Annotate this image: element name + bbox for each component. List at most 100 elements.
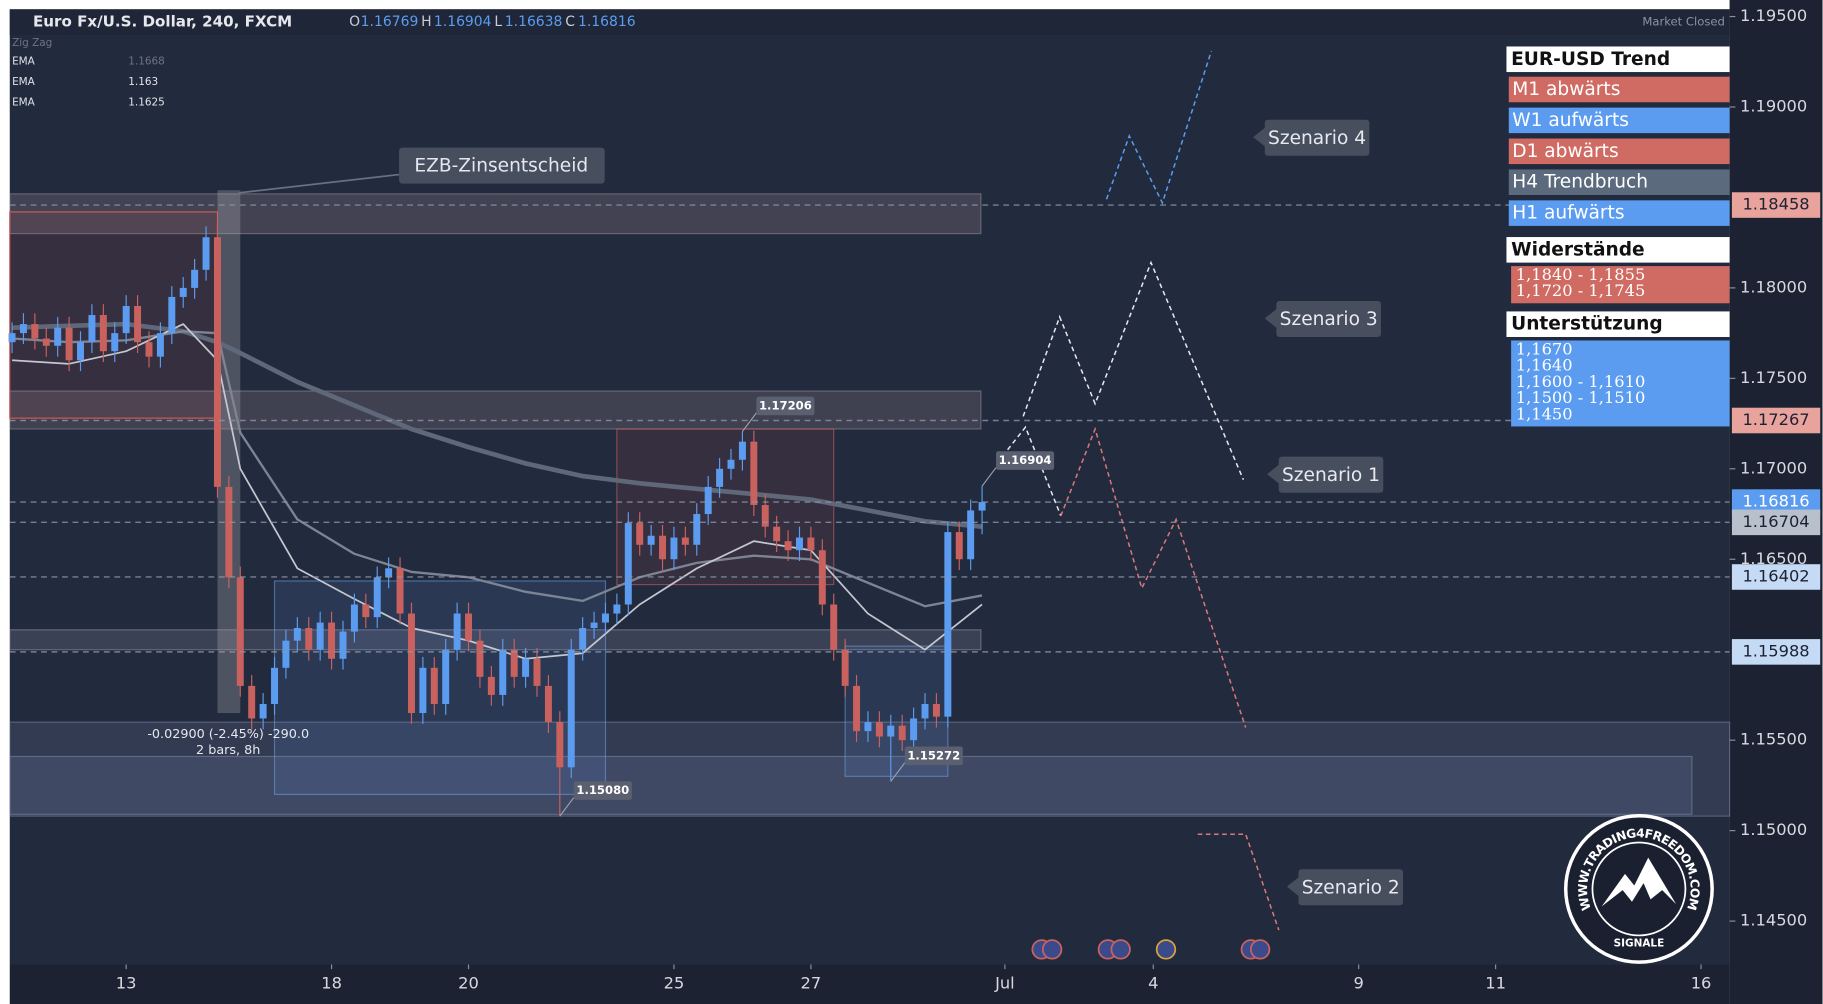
support-level: 1,1500 - 1,1510: [1516, 388, 1646, 407]
x-tick-label: 16: [1691, 974, 1712, 993]
scenario-box: [1286, 869, 1404, 906]
price-label-box: [756, 396, 815, 416]
price-label: 1.17206: [759, 398, 812, 412]
candle-body: [853, 685, 861, 732]
x-tick-label: 27: [801, 974, 822, 993]
candle-body: [202, 237, 210, 270]
support-level: 1,1640: [1516, 356, 1573, 375]
scenario-path: [1105, 50, 1213, 205]
legend-name: EMA: [12, 56, 36, 68]
candle-body: [636, 523, 644, 545]
support-level: 1,1670: [1516, 339, 1573, 358]
support-level: 1,1600 - 1,1610: [1516, 372, 1646, 391]
y-tick-label: 1.16500: [1740, 549, 1807, 568]
candle-body: [19, 324, 27, 334]
ohlc-value: 1.16769: [361, 14, 419, 30]
x-tick-label: 4: [1148, 974, 1158, 993]
price-label: 1.15080: [576, 783, 629, 797]
ohlc-letter: O: [349, 14, 360, 30]
candle-body: [613, 604, 621, 614]
panel-header: Unterstützung: [1511, 314, 1663, 335]
series: 1.19500 1.19000 1.18000 1.17500 1.17000 1.165…: [8, 6, 1821, 993]
candle-body: [168, 296, 176, 334]
y-tick-label: 1.17000: [1740, 458, 1807, 477]
candle-body: [293, 628, 301, 641]
candle-body: [807, 537, 815, 551]
event-icon: [1155, 939, 1177, 960]
legend-name: EMA: [12, 96, 36, 108]
trend-row-box: [1508, 107, 1730, 134]
candle-body: [830, 604, 838, 650]
ohlc-letter: L: [494, 14, 502, 30]
candle-body: [339, 631, 347, 659]
y-tick-label: 1.17500: [1740, 368, 1807, 387]
candle-body: [476, 640, 484, 677]
candle-body: [31, 324, 39, 339]
level-label: 1.16704: [1742, 512, 1809, 531]
legend-value: 1.1625: [128, 96, 165, 108]
panel-header-box: [1506, 237, 1730, 263]
candle-body: [544, 685, 552, 723]
time-axis: [9, 964, 1730, 1004]
level-label: 1.15988: [1742, 641, 1809, 660]
candle-body: [465, 613, 473, 641]
candle-body: [670, 537, 678, 560]
candle-body: [407, 613, 415, 714]
candle-body: [442, 649, 450, 704]
trend-panel: EUR-USD Trend M1 abwärts W1 aufwärts D1 abw…: [1506, 46, 1730, 427]
scenario-box: [1267, 456, 1384, 493]
candle-body: [305, 628, 313, 650]
x-tick-label: 25: [664, 974, 685, 993]
candle-body: [932, 703, 940, 717]
symbol: Euro Fx/U.S. Dollar, 240, FXCM: [33, 13, 292, 31]
ohlc-value: 1.16816: [578, 14, 636, 30]
candle-body: [453, 613, 461, 650]
price-label-box: [573, 781, 632, 800]
candle-body: [259, 703, 267, 719]
candle-body: [225, 486, 233, 578]
candle-body: [65, 327, 73, 361]
price-label-leader: [741, 412, 757, 432]
zone: [616, 428, 835, 586]
trend-row-box: [1508, 200, 1730, 226]
level-label-box: [1731, 509, 1821, 536]
logo-inner: [1591, 841, 1687, 937]
candle-body: [88, 315, 96, 343]
candle-body: [716, 468, 724, 487]
candle-body: [316, 622, 324, 650]
candle-body: [624, 523, 632, 605]
support-box: [1511, 340, 1730, 427]
candle-body: [898, 725, 906, 741]
panel-header: EUR-USD Trend: [1511, 49, 1670, 70]
y-tick-label: 1.18000: [1740, 277, 1807, 296]
zone: [9, 211, 219, 419]
price-label: 1.15272: [907, 748, 960, 762]
y-tick-label: 1.15000: [1740, 820, 1807, 839]
candle-body: [910, 718, 918, 741]
candle-body: [373, 577, 381, 618]
candle-body: [248, 685, 256, 719]
level-label-box: [1731, 639, 1821, 665]
candle-body: [647, 535, 655, 545]
legend-value: 1.163: [128, 76, 158, 88]
candle-body: [8, 333, 16, 343]
resistance-level: 1,1720 - 1,1745: [1516, 281, 1646, 300]
candle-body: [282, 640, 290, 668]
trend-row: H4 Trendbruch: [1512, 172, 1648, 193]
candle-body: [875, 722, 883, 737]
candle-body: [77, 342, 85, 361]
candle-body: [978, 502, 986, 511]
event-icon: [1041, 939, 1063, 960]
zone: [9, 721, 1731, 817]
y-tick-label: 1.14500: [1740, 911, 1807, 930]
price-label-leader: [981, 467, 997, 487]
indicator-name: Zig Zag: [12, 37, 52, 49]
candle-body: [111, 333, 119, 352]
candle-body: [487, 676, 495, 695]
candle-body: [567, 649, 575, 768]
candle-body: [795, 537, 803, 551]
candle-body: [145, 342, 153, 357]
candle-body: [967, 510, 975, 560]
